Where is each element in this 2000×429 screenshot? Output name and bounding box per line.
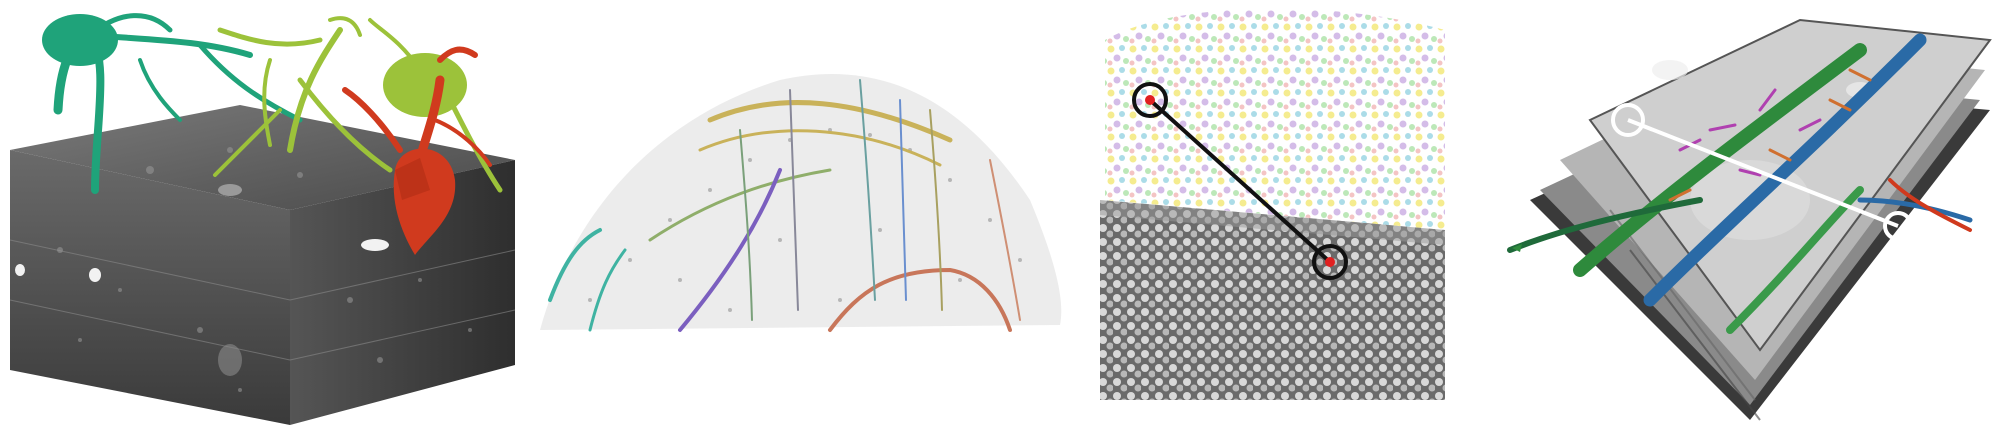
panel-stacked-sections <box>1500 0 2000 429</box>
em-block-figure <box>9 13 516 425</box>
em-block-top-face <box>10 105 515 210</box>
nuclei-marker-bottom <box>1312 244 1348 280</box>
nuclei-cloud <box>1105 8 1445 230</box>
sections-marker-right <box>1883 211 1913 241</box>
nuclei-block-figure <box>1100 8 1445 400</box>
fibers <box>548 79 1021 332</box>
em-block-right-face <box>290 160 515 425</box>
panel-fiber-cloud <box>530 0 1070 429</box>
sections-link-line <box>1627 118 1899 228</box>
nuclei-marker-top <box>1132 82 1168 118</box>
dendrites <box>1507 33 1973 334</box>
panel-nuclei-block <box>1085 0 1465 429</box>
neuron-teal-soma <box>42 14 118 66</box>
nuclei-block-body <box>1100 200 1445 400</box>
neuron-lime-soma <box>383 53 467 117</box>
point-cloud-body <box>540 73 1062 330</box>
stacked-sections-figure <box>1507 18 1992 421</box>
sections-marker-left <box>1611 103 1645 137</box>
fiber-cloud-figure <box>540 73 1062 332</box>
panel-em-block <box>0 0 520 429</box>
nuclei-link-line <box>1148 98 1332 264</box>
